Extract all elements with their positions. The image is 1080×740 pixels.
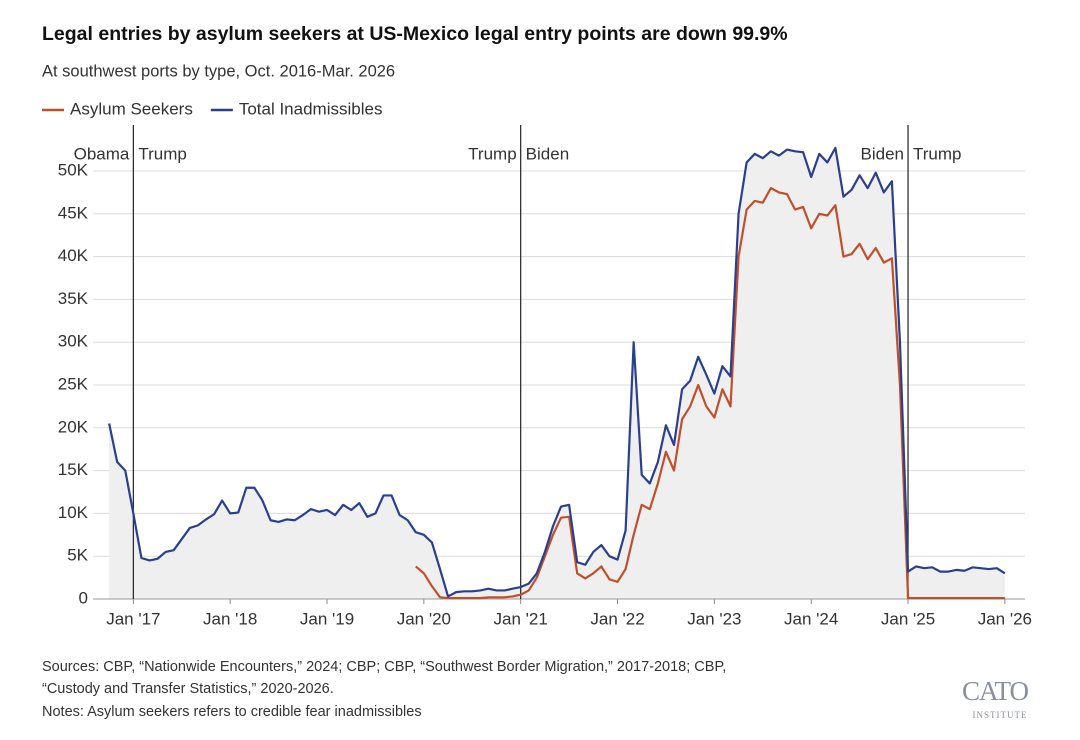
legend-label: Total Inadmissibles — [239, 99, 383, 118]
y-tick-label: 25K — [58, 374, 89, 393]
legend-label: Asylum Seekers — [70, 99, 193, 118]
era-label: Obama — [74, 144, 130, 163]
source-line: “Custody and Transfer Statistics,” 2020-… — [42, 681, 334, 697]
y-tick-label: 15K — [58, 460, 89, 479]
logo: CATO — [962, 676, 1029, 706]
x-tick-label: Jan '19 — [300, 609, 354, 628]
x-tick-label: Jan '26 — [978, 609, 1032, 628]
y-tick-label: 10K — [58, 503, 89, 522]
area — [109, 147, 1005, 599]
x-tick-label: Jan '17 — [106, 609, 160, 628]
series-line — [108, 146, 1006, 598]
y-tick-label: 35K — [58, 289, 89, 308]
x-tick-label: Jan '18 — [203, 609, 257, 628]
x-tick-label: Jan '25 — [881, 609, 935, 628]
y-tick-label: 45K — [58, 203, 89, 222]
era-label: Trump — [138, 144, 187, 163]
y-tick-label: 40K — [58, 246, 89, 265]
y-tick-label: 30K — [58, 332, 89, 351]
source-line: Sources: CBP, “Nationwide Encounters,” 2… — [42, 659, 726, 675]
y-tick-label: 50K — [58, 160, 89, 179]
x-tick-label: Jan '23 — [687, 609, 741, 628]
era-label: Biden — [526, 144, 569, 163]
logo-sub: INSTITUTE — [973, 710, 1028, 720]
era-label: Biden — [861, 144, 904, 163]
y-tick-label: 5K — [67, 546, 88, 565]
notes: Notes: Asylum seekers refers to credible… — [42, 704, 422, 720]
x-tick-label: Jan '20 — [397, 609, 451, 628]
y-tick-label: 20K — [58, 417, 89, 436]
era-label: Trump — [913, 144, 962, 163]
x-tick-label: Jan '24 — [784, 609, 838, 628]
chart-subtitle: At southwest ports by type, Oct. 2016-Ma… — [42, 62, 395, 80]
x-tick-label: Jan '22 — [590, 609, 644, 628]
y-tick-label: 0 — [79, 588, 88, 607]
x-tick-label: Jan '21 — [494, 609, 548, 628]
chart-title: Legal entries by asylum seekers at US-Me… — [42, 23, 788, 45]
era-label: Trump — [468, 144, 517, 163]
